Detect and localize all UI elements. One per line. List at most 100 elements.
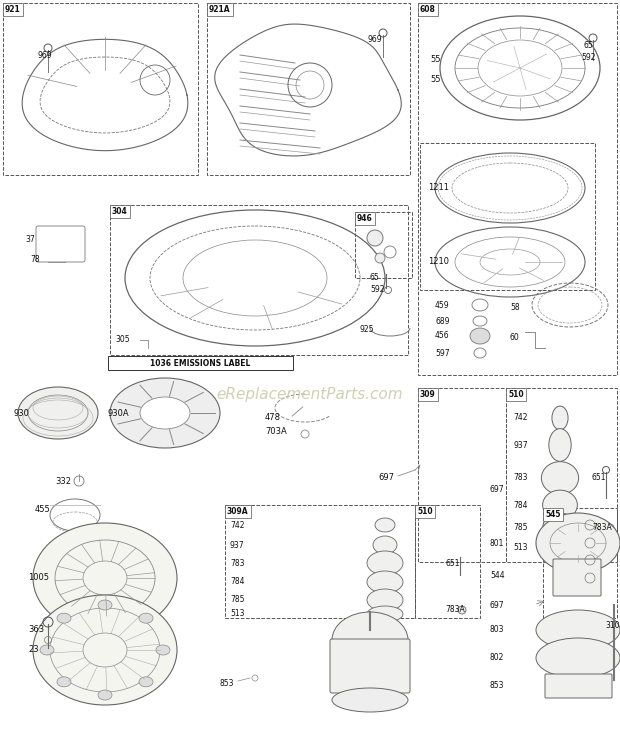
Bar (418, 3, 617, 375)
Text: 510: 510 (417, 507, 433, 516)
Ellipse shape (156, 645, 170, 655)
Text: 921A: 921A (209, 5, 231, 14)
Ellipse shape (536, 513, 620, 573)
Text: 802: 802 (490, 653, 505, 662)
Bar (415, 505, 480, 618)
Ellipse shape (332, 612, 408, 668)
Text: 597: 597 (435, 348, 449, 358)
Text: 65: 65 (370, 274, 379, 283)
Ellipse shape (367, 606, 403, 622)
Text: 853: 853 (220, 679, 234, 687)
Text: 309: 309 (420, 390, 436, 399)
Text: 697: 697 (378, 473, 394, 483)
Ellipse shape (332, 688, 408, 712)
Ellipse shape (110, 378, 220, 448)
Text: 23: 23 (28, 646, 38, 655)
Circle shape (367, 230, 383, 246)
Ellipse shape (33, 595, 177, 705)
Ellipse shape (541, 461, 578, 494)
Text: 937: 937 (513, 440, 528, 449)
Text: 742: 742 (230, 521, 244, 530)
Text: 930: 930 (14, 408, 30, 417)
Text: 853: 853 (490, 681, 505, 690)
Text: 58: 58 (510, 303, 520, 312)
Ellipse shape (139, 677, 153, 687)
Text: 801: 801 (490, 539, 505, 548)
Text: 1005: 1005 (28, 574, 49, 583)
Ellipse shape (367, 571, 403, 593)
Ellipse shape (98, 690, 112, 700)
Text: 310: 310 (605, 620, 619, 629)
Text: 784: 784 (230, 577, 244, 586)
Text: 1211: 1211 (428, 184, 449, 193)
Text: 37: 37 (25, 236, 35, 245)
Circle shape (375, 253, 385, 263)
Ellipse shape (549, 429, 571, 461)
Ellipse shape (140, 397, 190, 429)
Bar (420, 143, 595, 290)
Text: 697: 697 (490, 600, 505, 609)
Text: 784: 784 (513, 501, 528, 510)
Text: 937: 937 (230, 540, 245, 550)
Text: 456: 456 (435, 332, 449, 341)
Text: 703A: 703A (265, 428, 286, 437)
Text: 783: 783 (230, 559, 244, 568)
Text: 946: 946 (357, 214, 373, 223)
Ellipse shape (57, 613, 71, 623)
Circle shape (606, 524, 614, 532)
Ellipse shape (536, 638, 620, 678)
Ellipse shape (542, 490, 577, 520)
Text: 478: 478 (265, 414, 281, 423)
Text: 785: 785 (230, 595, 244, 604)
Bar (108, 356, 293, 370)
Circle shape (458, 606, 466, 614)
Ellipse shape (367, 589, 403, 611)
Text: 55: 55 (430, 56, 440, 65)
Text: 592: 592 (581, 54, 595, 62)
Text: 925: 925 (360, 326, 374, 335)
Text: 783: 783 (513, 473, 528, 483)
Text: 513: 513 (230, 609, 244, 618)
Text: 803: 803 (490, 626, 505, 635)
Bar (110, 205, 408, 355)
Ellipse shape (542, 513, 577, 543)
Bar (3, 3, 198, 175)
Ellipse shape (33, 523, 177, 633)
Ellipse shape (542, 535, 577, 562)
Text: 1036 EMISSIONS LABEL: 1036 EMISSIONS LABEL (150, 359, 250, 368)
Text: 309A: 309A (227, 507, 249, 516)
Text: 78: 78 (30, 255, 40, 265)
Text: 65: 65 (584, 40, 594, 50)
Text: 921: 921 (5, 5, 20, 14)
Text: 55: 55 (430, 75, 440, 85)
Text: 742: 742 (513, 414, 528, 423)
Ellipse shape (375, 518, 395, 532)
Text: eReplacementParts.com: eReplacementParts.com (216, 388, 404, 403)
Text: 305: 305 (115, 336, 130, 344)
Bar (207, 3, 410, 175)
Text: 651: 651 (445, 559, 459, 568)
Text: 332: 332 (55, 478, 71, 487)
FancyBboxPatch shape (545, 674, 612, 698)
Ellipse shape (536, 610, 620, 650)
Text: 510: 510 (508, 390, 524, 399)
Ellipse shape (367, 551, 403, 575)
FancyBboxPatch shape (553, 559, 601, 596)
Text: 60: 60 (510, 333, 520, 342)
Text: 969: 969 (38, 51, 53, 60)
Bar (506, 388, 617, 562)
Text: 697: 697 (490, 486, 505, 495)
Bar (418, 388, 506, 562)
Text: 651: 651 (592, 473, 606, 483)
Text: 304: 304 (112, 207, 128, 216)
Bar (355, 212, 412, 278)
Text: 592: 592 (370, 286, 384, 295)
Text: 513: 513 (513, 544, 528, 553)
Text: 969: 969 (367, 36, 382, 45)
Ellipse shape (552, 406, 568, 430)
Text: 783A: 783A (445, 606, 465, 615)
FancyBboxPatch shape (330, 639, 410, 693)
Ellipse shape (373, 536, 397, 554)
Text: 930A: 930A (107, 408, 128, 417)
Text: 783A: 783A (592, 524, 612, 533)
